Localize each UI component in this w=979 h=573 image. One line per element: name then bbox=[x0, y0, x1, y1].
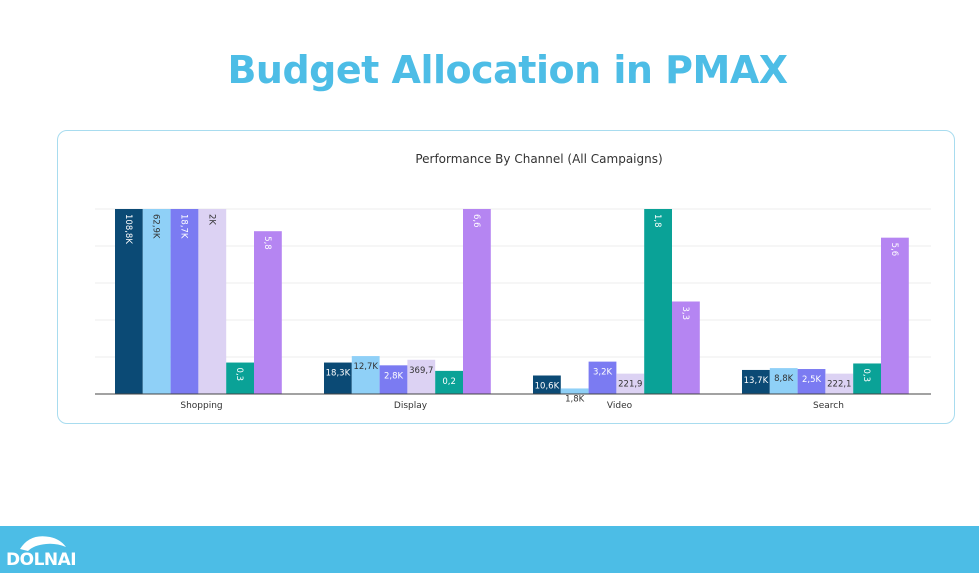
bar bbox=[463, 209, 491, 394]
bar-label: 2,8K bbox=[384, 371, 404, 381]
bar-label: 12,7K bbox=[353, 362, 378, 372]
bar-label: 5,6 bbox=[889, 243, 899, 257]
bar-label: 3,3 bbox=[680, 307, 690, 321]
bar-label: 18,3K bbox=[326, 369, 351, 379]
bar bbox=[142, 209, 171, 394]
bar bbox=[742, 369, 770, 394]
bar bbox=[797, 369, 826, 394]
bar bbox=[351, 356, 380, 394]
bar-label: 2K bbox=[206, 214, 216, 225]
bar-label: 108,8K bbox=[123, 214, 133, 244]
bar-label: 13,7K bbox=[744, 376, 769, 386]
bar bbox=[769, 368, 798, 394]
footer-bar: DOLNAI bbox=[0, 526, 979, 573]
bar bbox=[254, 231, 282, 394]
bar-label: 221,9 bbox=[618, 380, 642, 390]
bar bbox=[853, 363, 881, 394]
bar-label: 0,3 bbox=[234, 368, 244, 382]
x-tick-label: Video bbox=[607, 401, 633, 411]
bar-label: 8,8K bbox=[774, 374, 794, 384]
bar-label: 18,7K bbox=[179, 214, 189, 239]
chart-title: Performance By Channel (All Campaigns) bbox=[415, 152, 662, 166]
dolnai-logo: DOLNAI bbox=[6, 536, 86, 571]
bar bbox=[324, 362, 352, 394]
bar-label: 2,5K bbox=[802, 375, 822, 385]
bar bbox=[644, 209, 672, 394]
bar bbox=[672, 301, 700, 394]
bar bbox=[198, 209, 227, 394]
chart-grid bbox=[95, 208, 931, 358]
bar-label: 62,9K bbox=[151, 214, 161, 239]
slide-title: Budget Allocation in PMAX bbox=[227, 48, 788, 92]
bar bbox=[881, 237, 909, 394]
bar-label: 0,2 bbox=[442, 377, 456, 387]
chart-bars bbox=[115, 209, 909, 394]
chart-card: Performance By Channel (All Campaigns) 1… bbox=[57, 130, 955, 424]
bar bbox=[825, 373, 854, 394]
x-tick-label: Search bbox=[813, 401, 844, 411]
bar bbox=[115, 209, 143, 394]
bar-label: 10,6K bbox=[535, 382, 560, 392]
x-tick-label: Shopping bbox=[180, 401, 222, 411]
bar-label: 3,2K bbox=[593, 368, 613, 378]
bar bbox=[379, 365, 408, 394]
bar-label: 6,6 bbox=[471, 214, 481, 228]
dolphin-icon bbox=[20, 536, 66, 551]
bar bbox=[588, 361, 617, 394]
bar bbox=[226, 362, 254, 394]
bar-label: 222,1 bbox=[827, 380, 851, 390]
bar-label: 1,8 bbox=[652, 214, 662, 228]
logo-text: DOLNAI bbox=[6, 550, 77, 570]
bar-chart: Performance By Channel (All Campaigns) 1… bbox=[95, 152, 931, 411]
bar-label: 369,7 bbox=[409, 366, 433, 376]
bar bbox=[435, 370, 463, 394]
bar-label: 1,8K bbox=[565, 394, 585, 404]
bar bbox=[170, 209, 199, 394]
bar bbox=[533, 375, 561, 394]
bar bbox=[407, 359, 436, 394]
bar-label: 0,3 bbox=[861, 368, 871, 382]
x-tick-label: Display bbox=[394, 401, 428, 411]
bar-label: 5,8 bbox=[262, 236, 272, 250]
bar bbox=[616, 373, 645, 394]
bar bbox=[560, 388, 589, 394]
x-axis: Shopping Display Video Search bbox=[95, 393, 931, 411]
